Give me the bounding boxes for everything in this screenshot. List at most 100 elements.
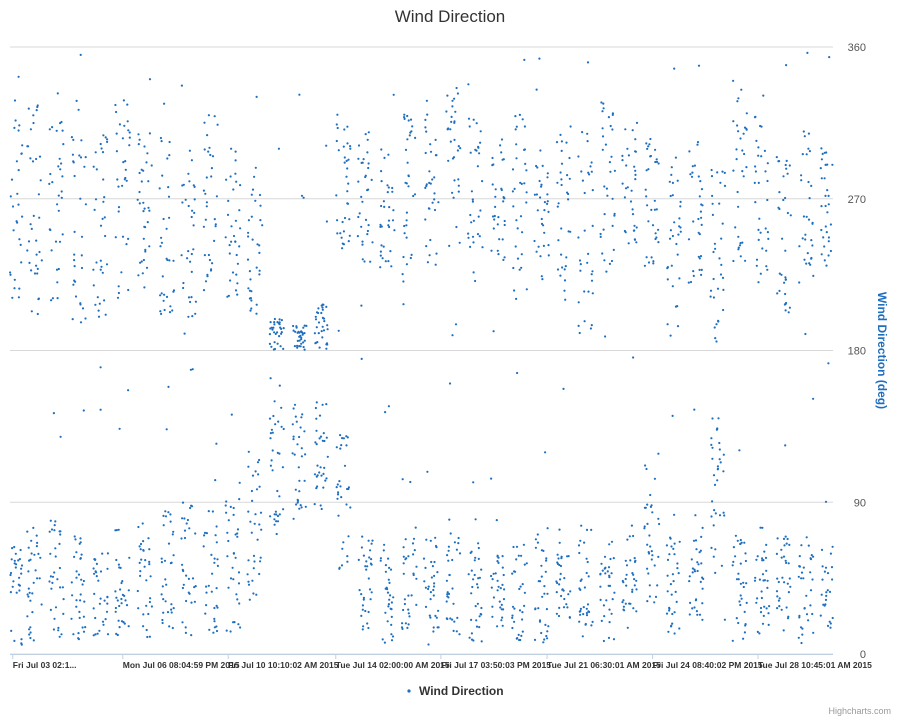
data-point <box>453 179 456 182</box>
data-point <box>739 242 742 245</box>
data-point <box>205 604 208 607</box>
data-point <box>28 628 31 631</box>
data-point <box>102 134 105 137</box>
data-point <box>429 182 432 185</box>
data-point <box>322 486 325 489</box>
data-point <box>494 205 497 208</box>
data-point <box>61 233 64 236</box>
data-point <box>101 620 105 623</box>
data-point <box>358 589 361 592</box>
data-point <box>739 603 742 607</box>
data-point <box>647 220 650 223</box>
data-point <box>427 643 430 646</box>
data-point <box>54 555 57 558</box>
data-point <box>759 272 762 275</box>
data-point <box>449 140 452 143</box>
data-point <box>317 307 320 310</box>
data-point <box>278 513 281 516</box>
data-point <box>163 308 166 312</box>
data-point <box>314 406 317 410</box>
data-point <box>424 151 427 155</box>
data-point <box>172 530 175 533</box>
data-point <box>743 631 747 634</box>
data-point <box>318 414 322 417</box>
data-point <box>57 267 60 271</box>
data-point <box>78 154 81 157</box>
data-point <box>766 579 769 582</box>
data-point <box>738 244 742 247</box>
data-point <box>624 577 627 581</box>
data-point <box>511 190 514 193</box>
data-point <box>21 215 24 218</box>
data-point <box>115 150 118 153</box>
data-point <box>146 635 149 639</box>
data-point <box>122 99 125 102</box>
data-point <box>761 247 764 250</box>
data-point <box>447 592 451 596</box>
data-point <box>577 155 580 158</box>
data-point <box>300 416 303 419</box>
data-point <box>490 249 493 252</box>
data-point <box>95 168 98 171</box>
data-point <box>79 593 82 596</box>
data-point <box>556 268 560 271</box>
data-point <box>271 469 274 472</box>
data-point <box>431 565 434 568</box>
data-point <box>392 596 395 599</box>
data-point <box>424 118 427 121</box>
data-point <box>631 208 634 211</box>
data-point <box>117 210 120 213</box>
data-point <box>433 574 436 578</box>
data-point <box>738 600 741 603</box>
data-point <box>300 338 303 341</box>
data-point <box>688 613 691 616</box>
data-point <box>117 619 120 622</box>
data-point <box>204 218 207 221</box>
data-point <box>744 559 748 563</box>
data-point <box>671 194 674 197</box>
data-point <box>807 132 811 135</box>
data-point <box>760 155 763 158</box>
data-point <box>225 178 228 181</box>
data-point <box>53 524 56 527</box>
data-point <box>568 156 571 160</box>
x-tick-label: Fri Jul 17 03:50:03 PM 2015 <box>441 660 551 670</box>
data-point <box>105 610 109 613</box>
data-point <box>477 546 480 550</box>
data-point <box>294 330 297 333</box>
data-point <box>580 170 583 173</box>
data-point <box>117 206 121 209</box>
data-point <box>690 175 694 178</box>
data-point <box>282 427 285 431</box>
data-point <box>699 255 703 258</box>
data-point <box>824 225 827 228</box>
scatter-points[interactable] <box>9 51 834 646</box>
data-point <box>11 585 14 588</box>
data-point <box>402 562 405 565</box>
data-point <box>447 545 450 548</box>
data-point <box>258 523 261 526</box>
data-point <box>807 544 810 547</box>
data-point <box>494 195 497 198</box>
data-point <box>365 568 368 571</box>
data-point <box>337 491 340 494</box>
data-point <box>343 156 346 159</box>
legend[interactable]: Wind Direction <box>407 684 504 698</box>
data-point <box>432 626 435 629</box>
data-point <box>326 343 329 346</box>
data-point <box>823 177 826 180</box>
credits-link[interactable]: Highcharts.com <box>828 706 891 716</box>
data-point <box>271 328 274 331</box>
data-point <box>325 144 328 147</box>
data-point <box>166 611 170 614</box>
data-point <box>300 336 303 339</box>
data-point <box>600 619 603 623</box>
data-point <box>26 593 29 596</box>
data-point <box>457 542 460 545</box>
data-point <box>498 600 501 603</box>
data-point <box>583 290 586 293</box>
data-point <box>762 579 765 582</box>
data-point <box>270 459 273 462</box>
data-point <box>445 579 448 582</box>
data-point <box>207 510 210 513</box>
